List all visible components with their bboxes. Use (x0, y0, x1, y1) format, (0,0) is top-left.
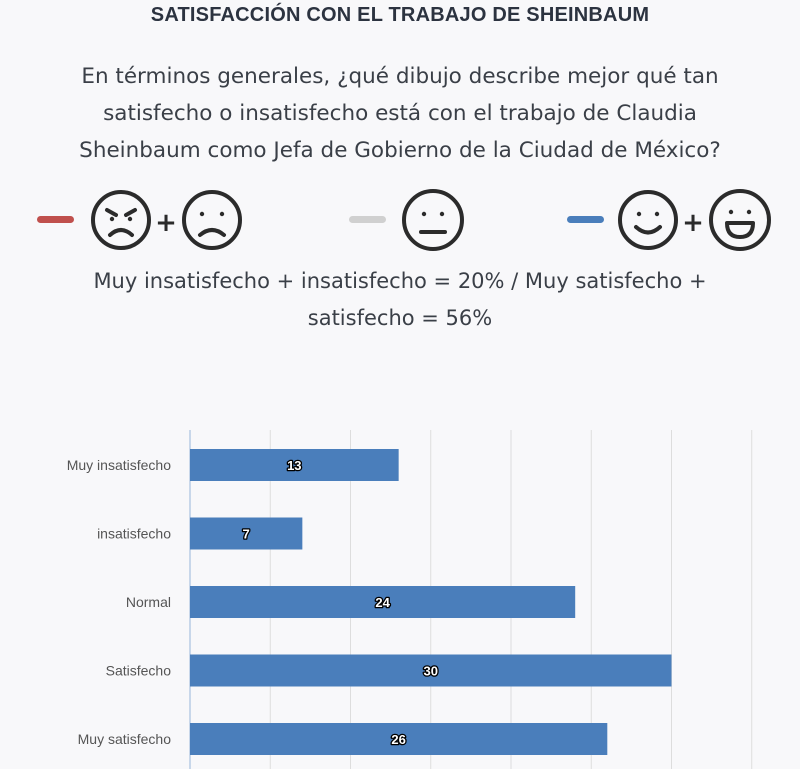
chart-title: SATISFACCIÓN CON EL TRABAJO DE SHEINBAUM (150, 4, 650, 26)
bar-normal (190, 586, 576, 618)
category-label: Muy insatisfecho (67, 457, 171, 473)
bar-satisfecho (190, 654, 672, 687)
category-label: Satisfecho (106, 663, 172, 679)
plus-sign: + (155, 208, 177, 238)
category-label: insatisfecho (97, 526, 171, 542)
plus-sign-positive: + (682, 208, 704, 238)
bar-insatisfecho (190, 517, 303, 550)
bar-muy-insatisfecho (190, 449, 399, 481)
survey-question: En términos generales, ¿qué dibujo descr… (79, 64, 721, 163)
value-label: 24 (375, 595, 390, 610)
sad-face-icon (182, 190, 242, 250)
negative-dash (37, 216, 74, 223)
neutral-dash (349, 216, 386, 223)
angry-face-icon (91, 190, 151, 250)
neutral-face-icon (402, 189, 464, 251)
value-label: 26 (391, 732, 405, 747)
value-label: 13 (287, 458, 301, 473)
value-label: 7 (243, 527, 250, 542)
value-label: 30 (424, 664, 438, 679)
bar-muy-satisfecho (190, 723, 608, 755)
smile-face-icon (618, 190, 678, 250)
face-legend: + + (37, 189, 771, 251)
bar-chart: Muy insatisfecho 13 insatisfecho 7 Normal 24 S… (67, 430, 753, 769)
category-label: Muy satisfecho (78, 731, 172, 747)
category-label: Normal (126, 594, 171, 610)
grin-face-icon (709, 189, 771, 251)
positive-dash (567, 216, 604, 223)
summary-text: Muy insatisfecho + insatisfecho = 20% / … (93, 269, 707, 330)
